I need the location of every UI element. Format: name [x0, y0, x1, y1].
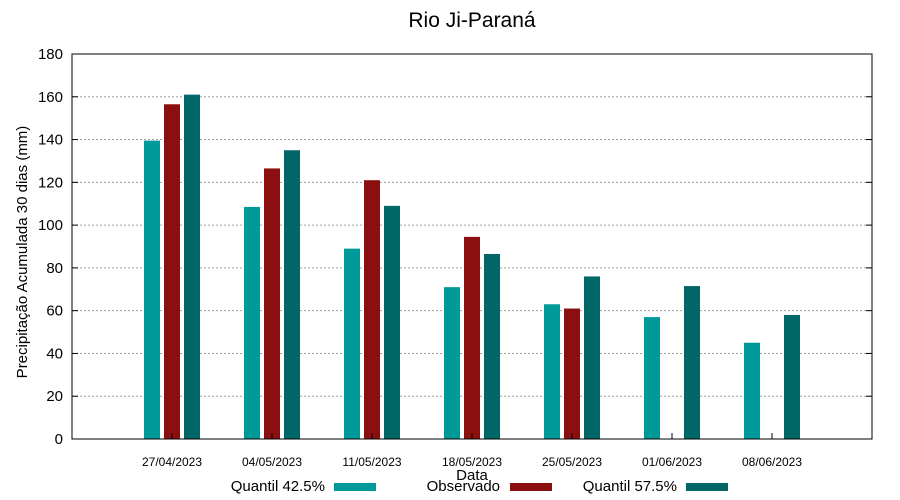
x-tick-label: 18/05/2023: [442, 455, 502, 469]
legend-swatch: [510, 483, 552, 491]
y-tick-label: 40: [46, 345, 63, 362]
bar-2: [464, 236, 480, 439]
x-tick-label: 27/04/2023: [142, 455, 202, 469]
y-tick-label: 180: [38, 46, 63, 63]
x-tick-label: 11/05/2023: [342, 455, 401, 469]
y-axis-label: Precipitação Acumulada 30 dias (mm): [14, 126, 31, 379]
bar-2: [264, 168, 280, 440]
legend-label: Observado: [427, 478, 500, 495]
y-tick-label: 160: [38, 89, 63, 106]
bar-3: [784, 314, 800, 439]
y-tick-label: 100: [38, 217, 63, 234]
y-axis-ticks: 0 20 40 60 80 100 120 140 160 180: [38, 46, 872, 448]
bars: [144, 94, 800, 440]
legend-swatch: [686, 483, 728, 491]
bar-1: [244, 206, 260, 439]
legend-swatch: [334, 483, 376, 491]
chart-title: Rio Ji-Paraná: [408, 9, 536, 32]
bar-1: [444, 287, 460, 439]
bar-1: [344, 248, 360, 439]
x-axis-label: Data: [456, 467, 488, 484]
y-tick-label: 0: [55, 431, 63, 448]
bar-3: [284, 150, 300, 439]
bar-1: [644, 317, 660, 439]
bar-2: [364, 180, 380, 439]
x-tick-label: 25/05/2023: [542, 455, 602, 469]
bar-1: [744, 342, 760, 439]
legend: Quantil 42.5% Observado Quantil 57.5%: [231, 478, 728, 495]
bar-2: [164, 104, 180, 439]
y-tick-label: 60: [46, 303, 63, 320]
y-tick-label: 140: [38, 132, 63, 149]
bar-3: [484, 253, 500, 439]
legend-label: Quantil 57.5%: [583, 478, 677, 495]
bar-2: [564, 308, 580, 439]
x-tick-label: 01/06/2023: [642, 455, 702, 469]
y-tick-label: 120: [38, 174, 63, 191]
bar-1: [144, 140, 160, 439]
bar-3: [684, 286, 700, 439]
x-tick-label: 04/05/2023: [242, 455, 302, 469]
bar-3: [584, 276, 600, 439]
bar-3: [384, 205, 400, 439]
y-tick-label: 80: [46, 260, 63, 277]
bar-1: [544, 304, 560, 439]
x-tick-label: 08/06/2023: [742, 455, 802, 469]
y-tick-label: 20: [46, 388, 63, 405]
legend-label: Quantil 42.5%: [231, 478, 325, 495]
bar-3: [184, 94, 200, 439]
x-axis-ticks: 27/04/2023 04/05/2023 11/05/2023 18/05/2023…: [142, 433, 802, 469]
